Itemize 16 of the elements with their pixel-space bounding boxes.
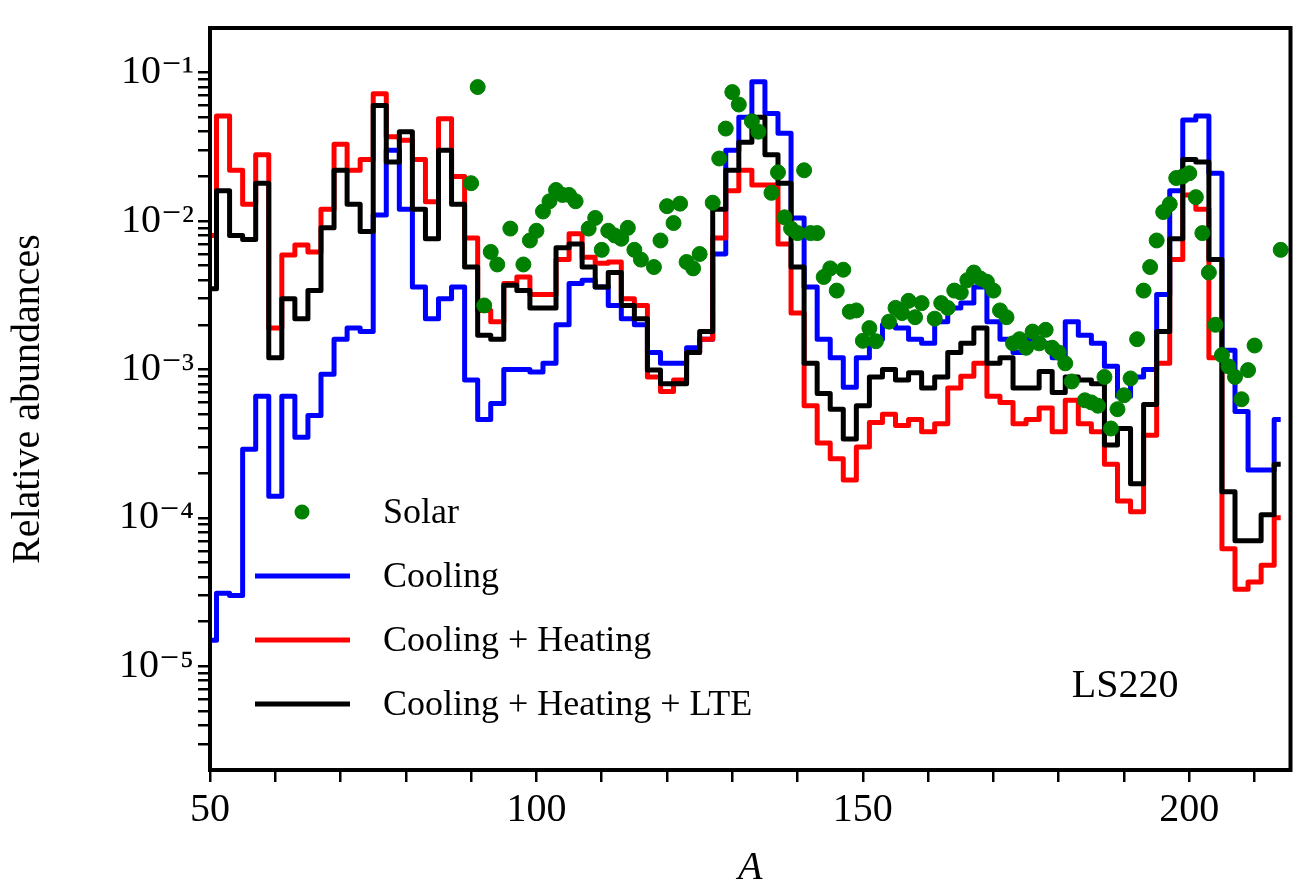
legend-label: Cooling <box>383 555 500 596</box>
legend-label: Solar <box>383 491 459 532</box>
x-tick-label: 50 <box>190 784 230 830</box>
x-tick-label: 200 <box>1159 784 1220 830</box>
y-tick-label: 10⁻³ <box>120 343 194 389</box>
x-axis-title: A <box>735 842 764 888</box>
y-tick-label: 10⁻⁵ <box>118 640 194 686</box>
x-tick-label: 150 <box>832 784 893 830</box>
legend-label: Cooling + Heating <box>383 619 652 660</box>
y-tick-label: 10⁻¹ <box>120 47 194 93</box>
x-tick-label: 100 <box>506 784 567 830</box>
y-tick-label: 10⁻² <box>120 195 194 241</box>
y-axis-title: Relative abundances <box>2 234 48 564</box>
legend-label: Cooling + Heating + LTE <box>383 683 753 724</box>
annotation: LS220 <box>1071 661 1179 706</box>
y-tick-label: 10⁻⁴ <box>118 492 194 538</box>
